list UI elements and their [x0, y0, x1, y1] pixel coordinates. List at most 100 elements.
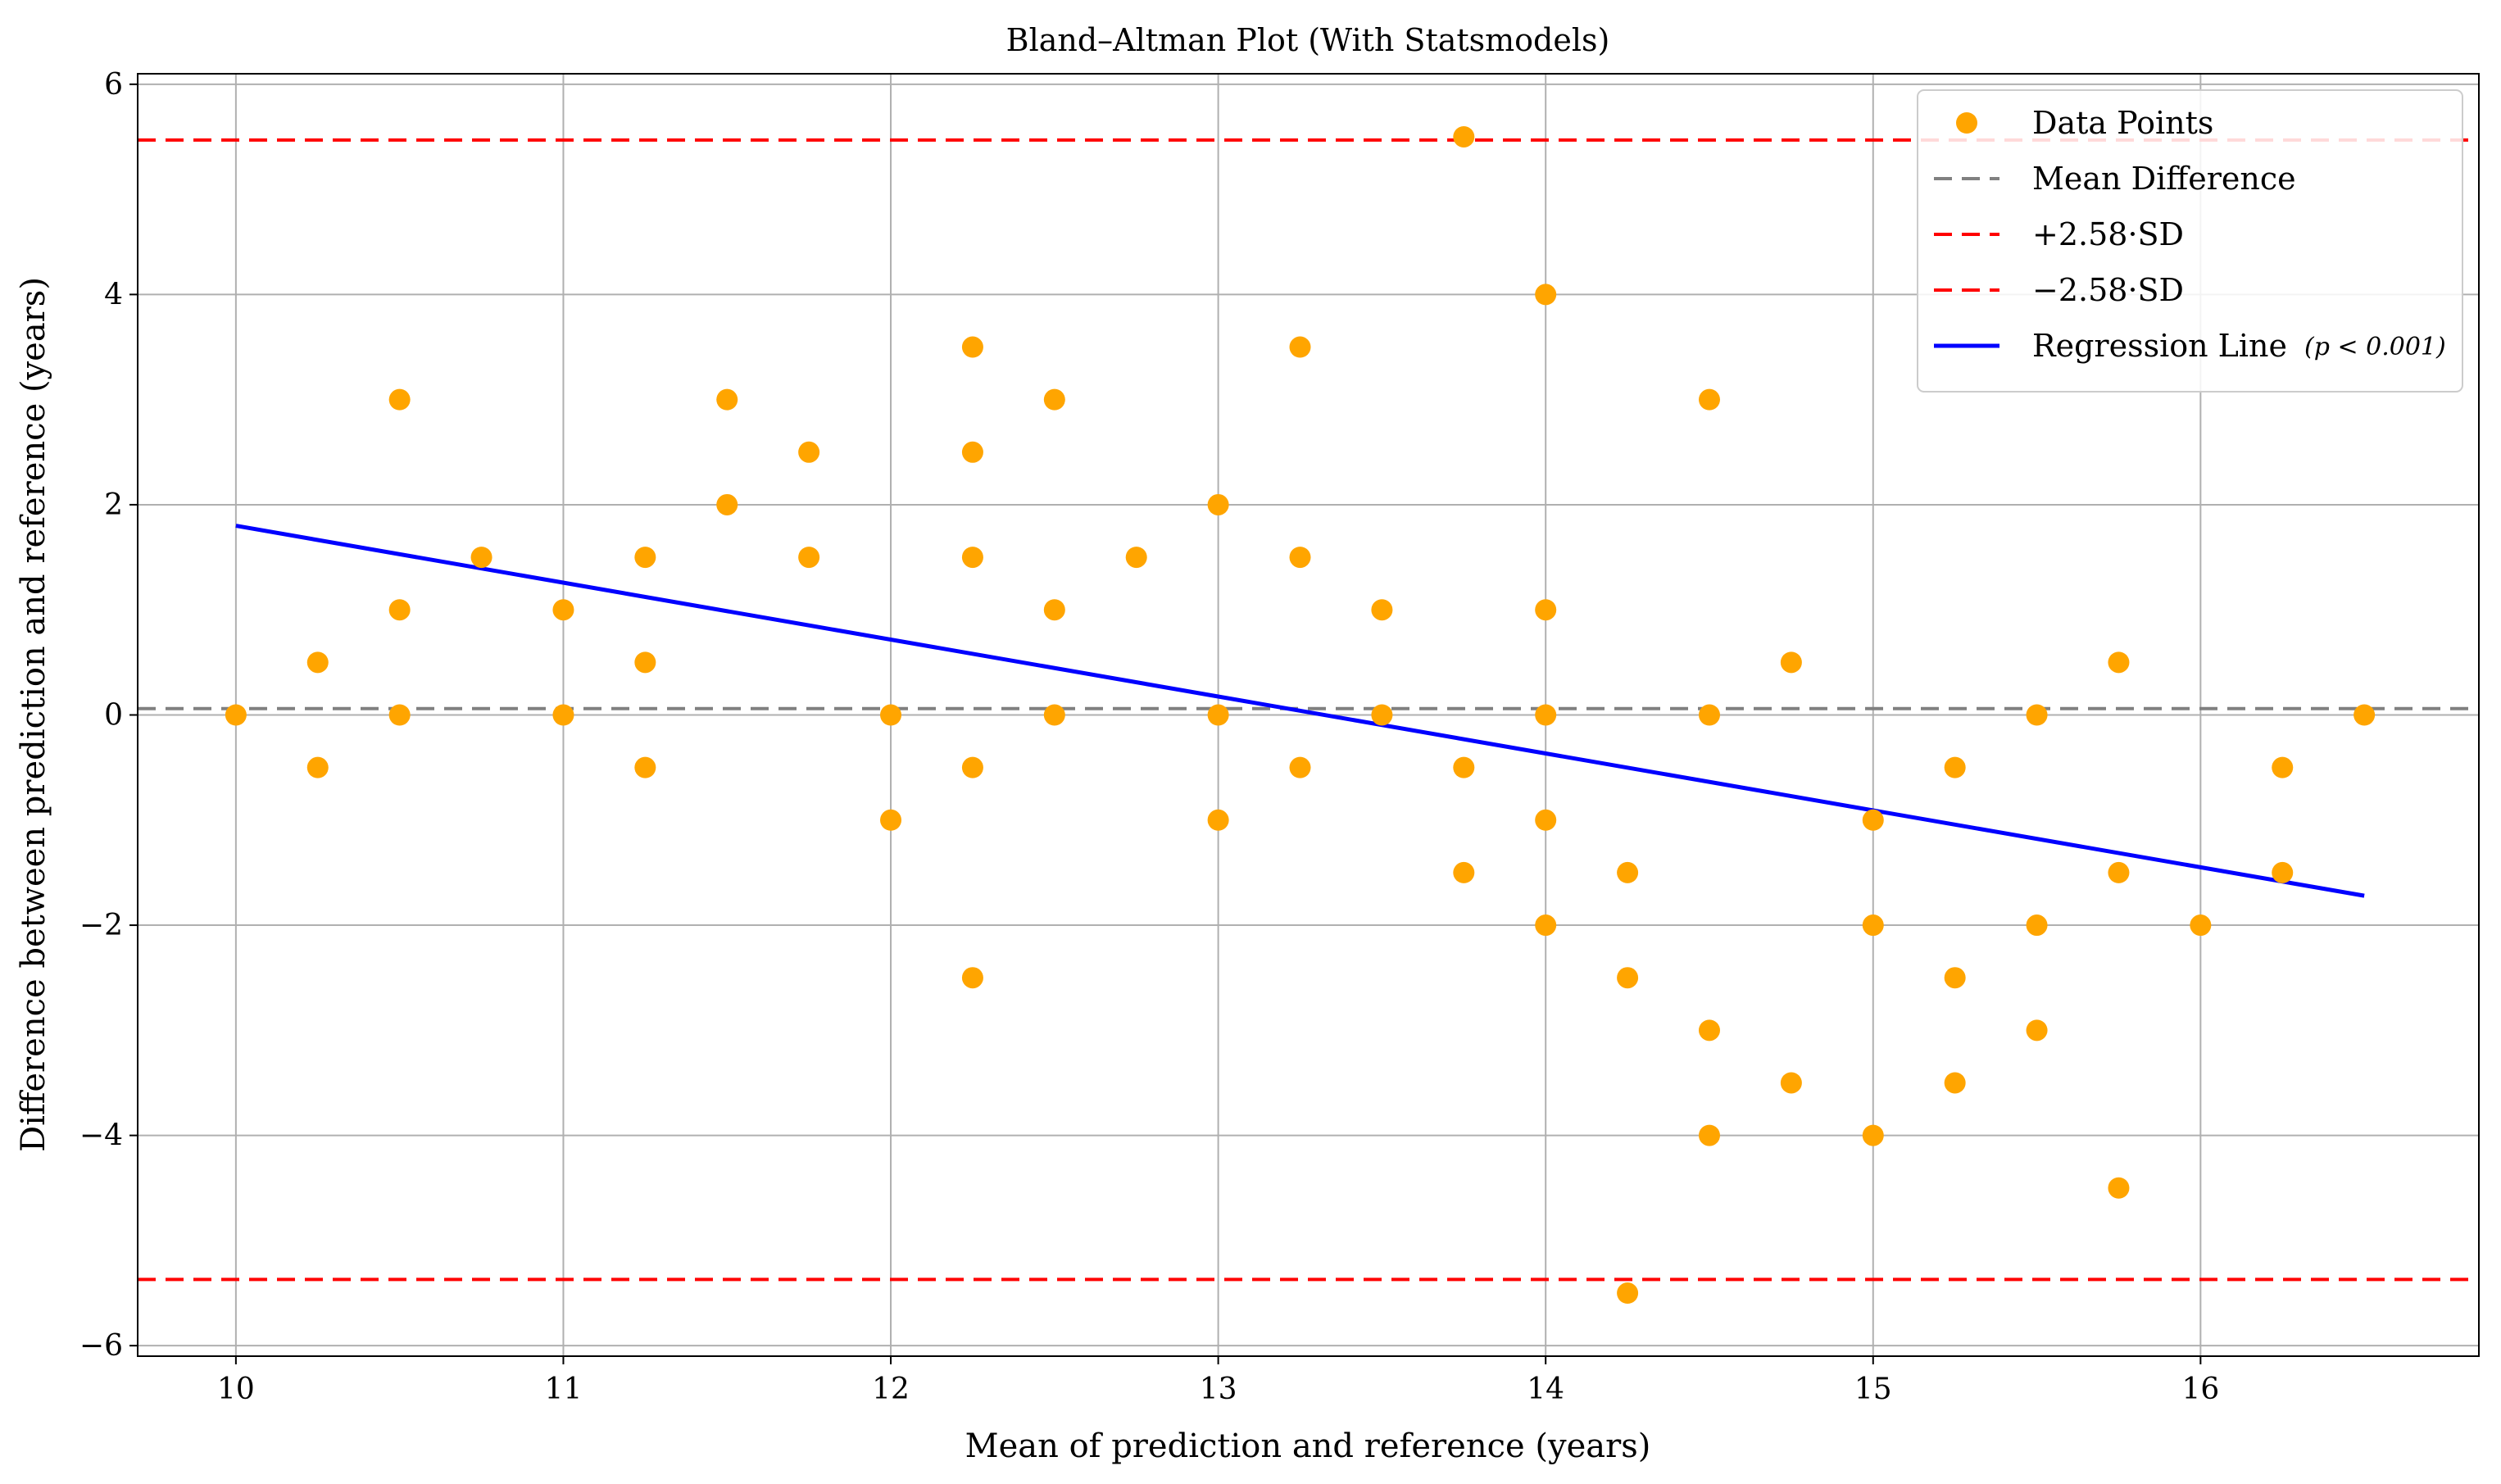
x-tick-label-6: 16	[2181, 1373, 2219, 1406]
data-point-25	[1043, 704, 1065, 726]
data-point-28	[1207, 704, 1229, 726]
data-point-19	[961, 441, 983, 463]
y-tick-label-5: 4	[104, 278, 123, 311]
data-point-55	[1944, 756, 1966, 778]
data-point-3	[388, 388, 411, 411]
data-point-11	[634, 756, 656, 778]
data-point-33	[1371, 599, 1393, 621]
chart-title: Bland–Altman Plot (With Statsmodels)	[1006, 22, 1610, 58]
x-axis-label: Mean of prediction and reference (years)	[965, 1427, 1651, 1465]
data-point-44	[1617, 967, 1639, 989]
data-point-24	[1043, 599, 1065, 621]
data-point-50	[1780, 651, 1802, 674]
data-point-0	[225, 704, 247, 726]
x-axis-ticks: 10 11 12 13 14 15 16	[217, 1356, 2219, 1406]
data-point-32	[1289, 756, 1311, 778]
y-tick-label-3: 0	[104, 699, 123, 733]
data-point-65	[2272, 756, 2294, 778]
data-point-63	[2108, 1177, 2130, 1199]
data-point-10	[634, 651, 656, 674]
data-point-60	[2026, 1019, 2048, 1042]
data-point-58	[2026, 704, 2048, 726]
legend-label-4: Regression Line	[2032, 328, 2287, 364]
y-axis-ticks: −6 −4 −2 0 2 4 6	[79, 68, 138, 1363]
legend-box	[1917, 89, 2463, 393]
data-point-5	[388, 704, 411, 726]
data-point-12	[716, 388, 738, 411]
data-point-16	[880, 704, 902, 726]
x-tick-label-0: 10	[217, 1373, 255, 1406]
data-point-20	[961, 547, 983, 569]
data-point-23	[1043, 388, 1065, 411]
legend-note-4: (p < 0.001)	[2304, 333, 2446, 361]
data-point-37	[1453, 861, 1475, 883]
data-point-36	[1453, 756, 1475, 778]
data-point-41	[1535, 809, 1557, 831]
data-point-4	[388, 599, 411, 621]
legend-label-0: Data Points	[2032, 105, 2213, 141]
x-tick-label-2: 12	[872, 1373, 910, 1406]
y-tick-label-6: 6	[104, 68, 123, 102]
y-tick-label-1: −4	[79, 1119, 123, 1153]
data-point-29	[1207, 809, 1229, 831]
data-point-48	[1698, 1019, 1720, 1042]
data-point-22	[961, 967, 983, 989]
data-point-30	[1289, 336, 1311, 358]
data-points	[225, 125, 2376, 1305]
legend-label-2: +2.58·SD	[2032, 216, 2184, 252]
x-tick-label-3: 13	[1200, 1373, 1237, 1406]
data-point-6	[470, 547, 492, 569]
data-point-59	[2026, 914, 2048, 937]
y-tick-label-0: −6	[79, 1329, 123, 1363]
data-point-1	[306, 651, 329, 674]
regression-line-group	[235, 524, 2365, 898]
data-point-52	[1862, 809, 1884, 831]
data-point-34	[1371, 704, 1393, 726]
legend: Data Points Mean Difference +2.58·SD −2.58·…	[1917, 89, 2463, 393]
data-point-54	[1862, 1124, 1884, 1146]
data-point-15	[798, 547, 820, 569]
data-point-49	[1698, 1124, 1720, 1146]
data-point-2	[306, 756, 329, 778]
data-point-57	[1944, 1072, 1966, 1094]
data-point-53	[1862, 914, 1884, 937]
y-tick-label-2: −2	[79, 909, 123, 942]
data-point-17	[880, 809, 902, 831]
data-point-35	[1453, 125, 1475, 147]
legend-marker-0	[1956, 112, 1977, 134]
data-point-40	[1535, 704, 1557, 726]
legend-label-3: −2.58·SD	[2032, 272, 2184, 308]
x-tick-label-5: 15	[1854, 1373, 1892, 1406]
data-point-62	[2108, 861, 2130, 883]
data-point-9	[634, 547, 656, 569]
data-point-51	[1780, 1072, 1802, 1094]
data-point-43	[1617, 861, 1639, 883]
data-point-56	[1944, 967, 1966, 989]
data-point-7	[552, 599, 574, 621]
data-point-21	[961, 756, 983, 778]
data-point-45	[1617, 1282, 1639, 1305]
legend-label-1: Mean Difference	[2032, 161, 2296, 197]
regression-line	[235, 524, 2365, 898]
data-point-47	[1698, 704, 1720, 726]
data-point-39	[1535, 599, 1557, 621]
y-axis-label: Difference between prediction and refere…	[15, 277, 52, 1152]
data-point-18	[961, 336, 983, 358]
data-point-31	[1289, 547, 1311, 569]
data-point-66	[2272, 861, 2294, 883]
y-tick-label-4: 2	[104, 488, 123, 522]
data-point-64	[2190, 914, 2212, 937]
x-tick-label-1: 11	[545, 1373, 583, 1406]
data-point-46	[1698, 388, 1720, 411]
x-tick-label-4: 14	[1527, 1373, 1564, 1406]
data-point-14	[798, 441, 820, 463]
data-point-42	[1535, 914, 1557, 937]
data-point-13	[716, 493, 738, 515]
data-point-8	[552, 704, 574, 726]
data-point-26	[1125, 547, 1147, 569]
data-point-61	[2108, 651, 2130, 674]
data-point-27	[1207, 493, 1229, 515]
data-point-38	[1535, 284, 1557, 306]
data-point-67	[2353, 704, 2376, 726]
